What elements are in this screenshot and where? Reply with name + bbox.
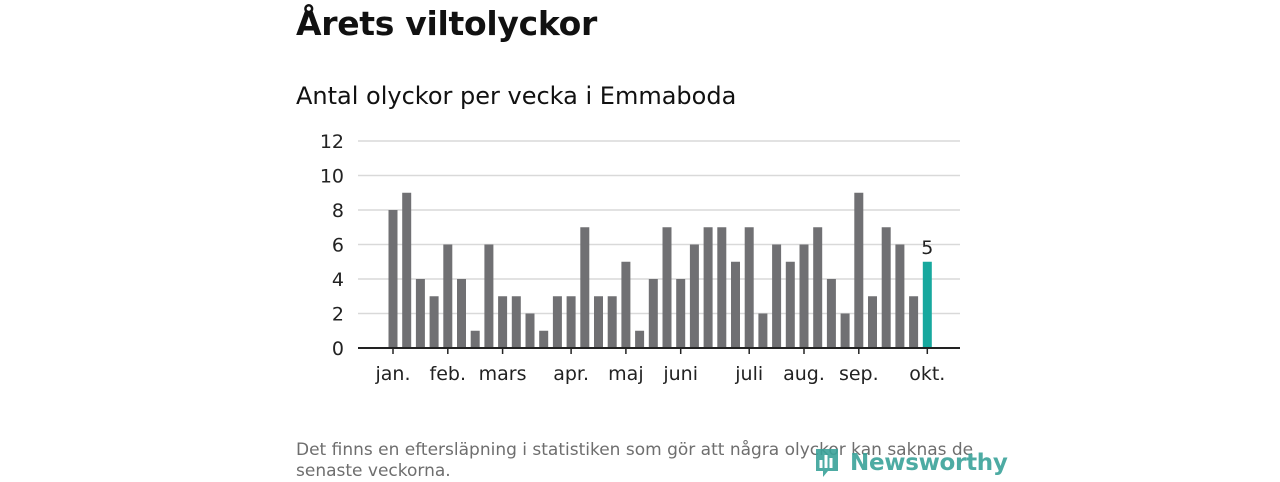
bar — [662, 227, 672, 348]
bar — [703, 227, 713, 348]
y-axis-ticks: 0 2 4 6 8 10 12 — [320, 131, 344, 360]
bar — [717, 227, 727, 348]
y-tick-label: 4 — [332, 269, 344, 291]
bar — [785, 261, 795, 348]
chart-title: Årets viltolyckor — [296, 4, 597, 43]
bar — [799, 244, 809, 348]
bars — [388, 192, 932, 348]
bar — [470, 330, 480, 348]
bar — [457, 279, 466, 348]
bar — [676, 279, 686, 348]
bar — [895, 244, 905, 348]
bar-highlight — [922, 261, 932, 348]
x-tick-label: mars — [479, 363, 527, 385]
bar — [525, 313, 535, 348]
bar — [415, 279, 425, 348]
bar — [498, 296, 508, 348]
bar — [881, 227, 891, 348]
bar — [826, 279, 836, 348]
bar — [758, 313, 768, 348]
bar — [607, 296, 617, 348]
footnote: Det finns en eftersläpning i statistiken… — [296, 440, 974, 481]
x-tick-label: sep. — [839, 363, 879, 385]
bar — [648, 279, 658, 348]
bar — [566, 296, 576, 348]
bar-chart-bubble-icon — [816, 449, 838, 477]
y-tick-label: 2 — [332, 304, 344, 326]
bar — [772, 244, 782, 348]
bar — [909, 296, 919, 348]
bar — [868, 296, 877, 348]
bar — [484, 244, 494, 348]
bar — [635, 330, 645, 348]
x-tick-label: okt. — [909, 363, 945, 385]
bar — [443, 244, 453, 348]
y-tick-label: 12 — [320, 131, 344, 153]
bar — [731, 261, 740, 348]
data-labels: 5 — [921, 237, 933, 259]
y-tick-label: 6 — [332, 235, 344, 257]
bar — [594, 296, 603, 348]
newsworthy-logo: Newsworthy — [814, 445, 1008, 481]
bar — [689, 244, 699, 348]
x-tick-label: jan. — [374, 363, 410, 385]
chart-subtitle: Antal olyckor per vecka i Emmaboda — [296, 82, 737, 110]
bar — [402, 192, 412, 348]
bar — [388, 210, 398, 348]
bar — [744, 227, 754, 348]
y-tick-label: 8 — [332, 200, 344, 222]
x-tick-label: apr. — [553, 363, 589, 385]
bar — [621, 261, 631, 348]
bar — [580, 227, 590, 348]
bar — [813, 227, 823, 348]
bar — [539, 330, 549, 348]
data-label: 5 — [921, 237, 933, 259]
bar-chart: 0 2 4 6 8 10 12 jan. feb. mars apr. maj juni juli aug… — [320, 131, 960, 385]
x-tick-label: juli — [734, 363, 763, 385]
bar — [429, 296, 439, 348]
bar — [552, 296, 562, 348]
x-tick-label: maj — [608, 363, 643, 385]
brand-name: Newsworthy — [850, 450, 1008, 476]
x-tick-label: feb. — [430, 363, 466, 385]
y-tick-label: 0 — [332, 338, 344, 360]
y-tick-label: 10 — [320, 166, 344, 188]
bar — [854, 192, 864, 348]
x-tick-label: aug. — [783, 363, 825, 385]
bar — [840, 313, 850, 348]
bar — [511, 296, 521, 348]
x-axis-ticks: jan. feb. mars apr. maj juni juli aug. sep. okt. — [374, 348, 945, 385]
x-tick-label: juni — [662, 363, 698, 385]
